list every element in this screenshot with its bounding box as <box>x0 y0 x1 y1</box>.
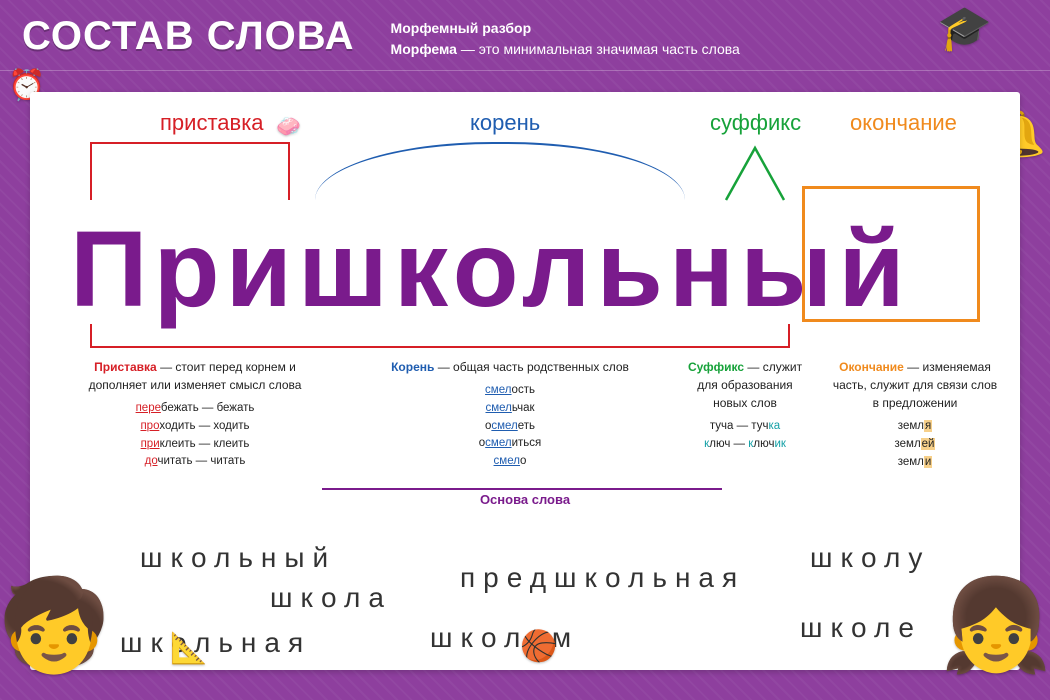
eraser-icon: 🧼 <box>276 114 301 139</box>
label-ending: окончание <box>850 110 957 136</box>
desc-ending: Окончание — изменяемая часть, служит для… <box>830 358 1000 471</box>
cloud-word: предшкольная <box>460 562 745 594</box>
suffix-caret <box>724 144 786 202</box>
example-line: землей <box>830 436 1000 454</box>
example-line: проходить — ходить <box>70 418 320 436</box>
header-subtitle: Морфемный разбор Морфема — это минимальн… <box>391 14 740 60</box>
page-title: СОСТАВ СЛОВА <box>22 14 355 59</box>
basis-underline <box>322 488 722 490</box>
label-suffix: суффикс <box>710 110 801 136</box>
desc-suffix: Суффикс — служит для образования новых с… <box>680 358 810 454</box>
boy-icon: 🧒 <box>0 573 110 678</box>
prefix-bracket <box>90 142 290 200</box>
example-line: смельчак <box>370 400 650 418</box>
root-arc <box>315 142 685 200</box>
example-line: земли <box>830 454 1000 472</box>
header: СОСТАВ СЛОВА Морфемный разбор Морфема — … <box>0 0 1050 71</box>
girl-icon: 👧 <box>940 573 1050 678</box>
cloud-word: школу <box>810 542 930 574</box>
example-line: смелость <box>370 382 650 400</box>
basis-label: Основа слова <box>30 492 1020 507</box>
example-line: туча — тучка <box>680 418 810 436</box>
content-panel: приставка корень суффикс окончание 🧼 При… <box>30 92 1020 670</box>
word-row: Пришкольный <box>70 212 980 332</box>
example-line: осмелиться <box>370 435 650 453</box>
example-line: перебежать — бежать <box>70 400 320 418</box>
cloud-word: школьная <box>120 627 311 659</box>
example-line: осмелеть <box>370 418 650 436</box>
example-line: земля <box>830 418 1000 436</box>
cloud-word: школе <box>800 612 922 644</box>
desc-root: Корень — общая часть родственных слов см… <box>370 358 650 471</box>
example-line: смело <box>370 453 650 471</box>
examples-prefix: перебежать — бежатьпроходить — ходитьпри… <box>70 400 320 471</box>
graduation-cap-icon: 🎓 <box>937 2 992 54</box>
label-prefix: приставка <box>160 110 264 136</box>
example-line: приклеить — клеить <box>70 436 320 454</box>
basis-bracket <box>90 330 790 348</box>
examples-root: смелостьсмельчакосмелетьосмелитьсясмело <box>370 382 650 471</box>
desc-prefix: Приставка — стоит перед корнем и дополня… <box>70 358 320 471</box>
examples-ending: земляземлейземли <box>830 418 1000 471</box>
ball-icon: 🏀 <box>520 629 557 664</box>
cloud-word: школа <box>270 582 392 614</box>
cloud-word: школьный <box>140 542 336 574</box>
label-root: корень <box>470 110 540 136</box>
example-line: дочитать — читать <box>70 453 320 471</box>
examples-suffix: туча — тучкаключ — ключик <box>680 418 810 454</box>
example-word: Пришкольный <box>70 206 911 331</box>
ruler-icon: 📐 <box>170 631 207 666</box>
example-line: ключ — ключик <box>680 436 810 454</box>
